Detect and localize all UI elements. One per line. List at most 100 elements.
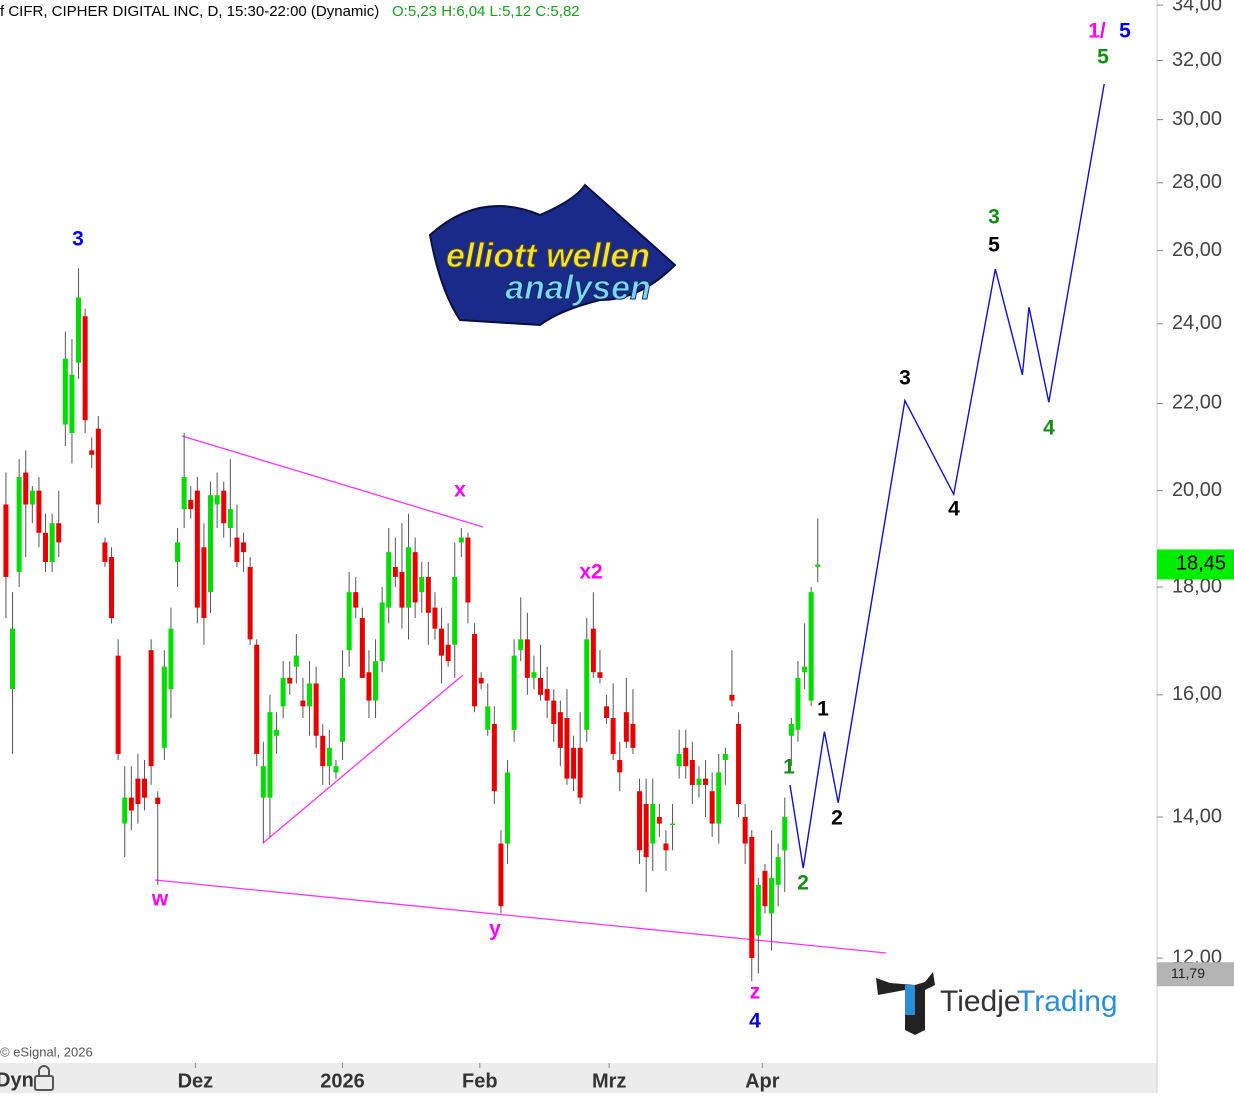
- candle-body: [234, 537, 240, 562]
- candle-body: [168, 628, 174, 690]
- y-tick-label: 16,00: [1172, 683, 1222, 705]
- candle-body: [109, 557, 115, 619]
- candle-body: [340, 677, 346, 742]
- candle-body: [379, 602, 385, 662]
- candle-body: [326, 747, 332, 767]
- candle-body: [36, 490, 42, 533]
- y-tick-label: 18,00: [1172, 575, 1222, 597]
- candle-body: [241, 542, 247, 553]
- y-tick-label: 20,00: [1172, 479, 1222, 501]
- candle-body: [333, 766, 339, 773]
- candle-body: [307, 683, 313, 707]
- candle-body: [373, 661, 379, 701]
- candle-body: [188, 499, 194, 510]
- candle-body: [89, 450, 95, 455]
- x-tick-label: 2026: [320, 1070, 365, 1092]
- wave-label: 5: [988, 234, 1000, 257]
- candle-body: [709, 791, 715, 824]
- candle-body: [161, 666, 167, 748]
- y-tick-label: 32,00: [1172, 49, 1222, 71]
- candle-body: [432, 607, 438, 629]
- x-axis-bar: [0, 1063, 1157, 1093]
- logo-text: analysen: [505, 269, 651, 307]
- candle-body: [221, 490, 227, 524]
- candle-body: [16, 477, 22, 572]
- wave-label: 1: [817, 698, 829, 721]
- candle-body: [201, 547, 207, 619]
- candle-body: [274, 729, 280, 736]
- candle-body: [445, 644, 451, 662]
- wave-label: 4: [948, 498, 960, 521]
- low-marker-label: 11,79: [1171, 965, 1205, 981]
- candle-body: [795, 677, 801, 730]
- candle-body: [406, 547, 412, 608]
- candle-body: [148, 650, 154, 767]
- candle-body: [650, 804, 656, 844]
- y-tick-label: 24,00: [1172, 312, 1222, 334]
- candle-body: [511, 655, 517, 730]
- candle-body: [722, 753, 728, 761]
- candle-body: [115, 655, 121, 754]
- projection-line: [789, 83, 1105, 869]
- wave-label: 2: [797, 872, 809, 895]
- x-tick-label: Apr: [745, 1070, 780, 1092]
- trendline: [181, 435, 484, 528]
- candle-body: [531, 672, 537, 678]
- y-tick-label: 22,00: [1172, 392, 1222, 414]
- logo-text: elliott wellen: [446, 237, 650, 275]
- candle-body: [10, 628, 16, 690]
- wave-label: 3: [899, 367, 911, 390]
- candles: [3, 268, 821, 982]
- y-tick-label: 30,00: [1172, 108, 1222, 130]
- candle-body: [439, 628, 445, 656]
- candle-body: [280, 677, 286, 707]
- candle-body: [505, 772, 511, 844]
- candle-body: [696, 778, 702, 785]
- candle-body: [518, 639, 524, 651]
- candle-body: [320, 735, 326, 767]
- wave-label: z: [750, 981, 761, 1004]
- x-tick-label: Feb: [462, 1070, 498, 1092]
- candle-body: [808, 592, 814, 701]
- x-tick-label: Mrz: [592, 1070, 626, 1092]
- logo-text: Tiedje: [940, 985, 1021, 1018]
- candle-body: [208, 495, 214, 593]
- candle-body: [703, 778, 709, 785]
- candle-body: [458, 537, 464, 543]
- wave-label: w: [151, 888, 169, 911]
- candle-body: [142, 778, 148, 798]
- trendline: [154, 879, 887, 954]
- candle-body: [69, 374, 75, 434]
- wave-label: 5: [1119, 20, 1131, 43]
- candle-body: [122, 797, 128, 824]
- candle-body: [472, 633, 478, 707]
- candle-body: [637, 791, 643, 851]
- y-tick-label: 26,00: [1172, 239, 1222, 261]
- candle-body: [815, 564, 821, 567]
- candle-body: [155, 797, 161, 805]
- lock-icon: [34, 1065, 54, 1091]
- y-tick-label: 28,00: [1172, 171, 1222, 193]
- candle-body: [491, 723, 497, 792]
- candle-body: [656, 817, 662, 824]
- candle-body: [571, 747, 577, 779]
- candle-body: [643, 804, 649, 858]
- candle-body: [82, 316, 88, 421]
- y-tick-label: 14,00: [1172, 805, 1222, 827]
- candle-body: [346, 592, 352, 651]
- candle-body: [478, 677, 484, 684]
- candle-body: [313, 683, 319, 736]
- candle-body: [287, 677, 293, 684]
- wave-label: 1/: [1088, 20, 1106, 43]
- candle-body: [755, 884, 761, 936]
- candle-body: [3, 504, 9, 577]
- candle-body: [300, 700, 306, 707]
- lock-shackle: [38, 1065, 50, 1076]
- trendlines: [154, 435, 887, 954]
- candle-body: [181, 477, 187, 510]
- candle-body: [56, 523, 62, 543]
- candle-body: [749, 836, 755, 959]
- candle-body: [623, 712, 629, 742]
- wave-label: 1: [783, 756, 795, 779]
- candle-body: [762, 870, 768, 907]
